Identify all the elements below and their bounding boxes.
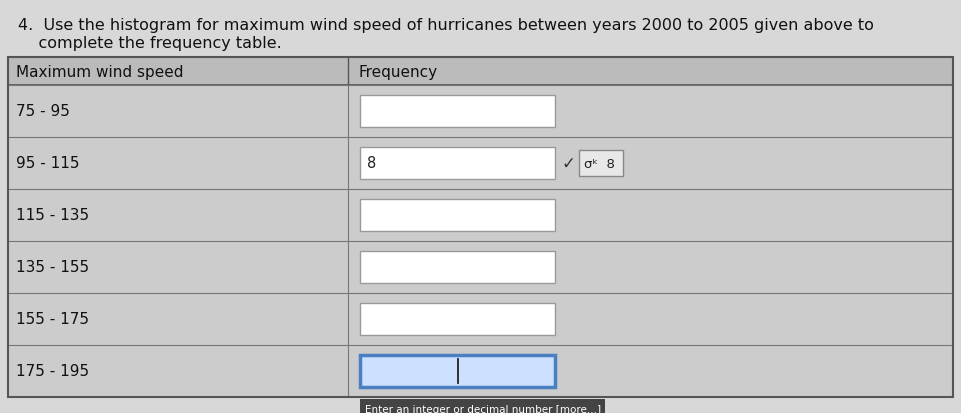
Bar: [360, 303, 555, 335]
Text: Maximum wind speed: Maximum wind speed: [16, 64, 184, 79]
Text: σᵏ  8: σᵏ 8: [584, 157, 615, 170]
Bar: [8, 58, 953, 86]
Bar: [360, 147, 555, 180]
Text: ✓: ✓: [561, 154, 575, 173]
Text: 115 - 135: 115 - 135: [16, 208, 89, 223]
Bar: [8, 58, 953, 397]
Text: Frequency: Frequency: [358, 64, 437, 79]
Text: 155 - 175: 155 - 175: [16, 312, 89, 327]
Bar: [360, 96, 555, 128]
Text: 8: 8: [367, 156, 377, 171]
Text: 175 - 195: 175 - 195: [16, 363, 89, 379]
Text: 135 - 155: 135 - 155: [16, 260, 89, 275]
Text: Enter an integer or decimal number [more...]: Enter an integer or decimal number [more…: [365, 404, 602, 413]
Text: 75 - 95: 75 - 95: [16, 104, 70, 119]
Bar: [579, 151, 623, 177]
Text: 95 - 115: 95 - 115: [16, 156, 80, 171]
Text: complete the frequency table.: complete the frequency table.: [18, 36, 282, 51]
Bar: [360, 355, 555, 387]
Bar: [8, 58, 953, 397]
Bar: [360, 199, 555, 231]
Bar: [360, 399, 605, 413]
Text: 4.  Use the histogram for maximum wind speed of hurricanes between years 2000 to: 4. Use the histogram for maximum wind sp…: [18, 18, 874, 33]
Bar: [360, 252, 555, 283]
